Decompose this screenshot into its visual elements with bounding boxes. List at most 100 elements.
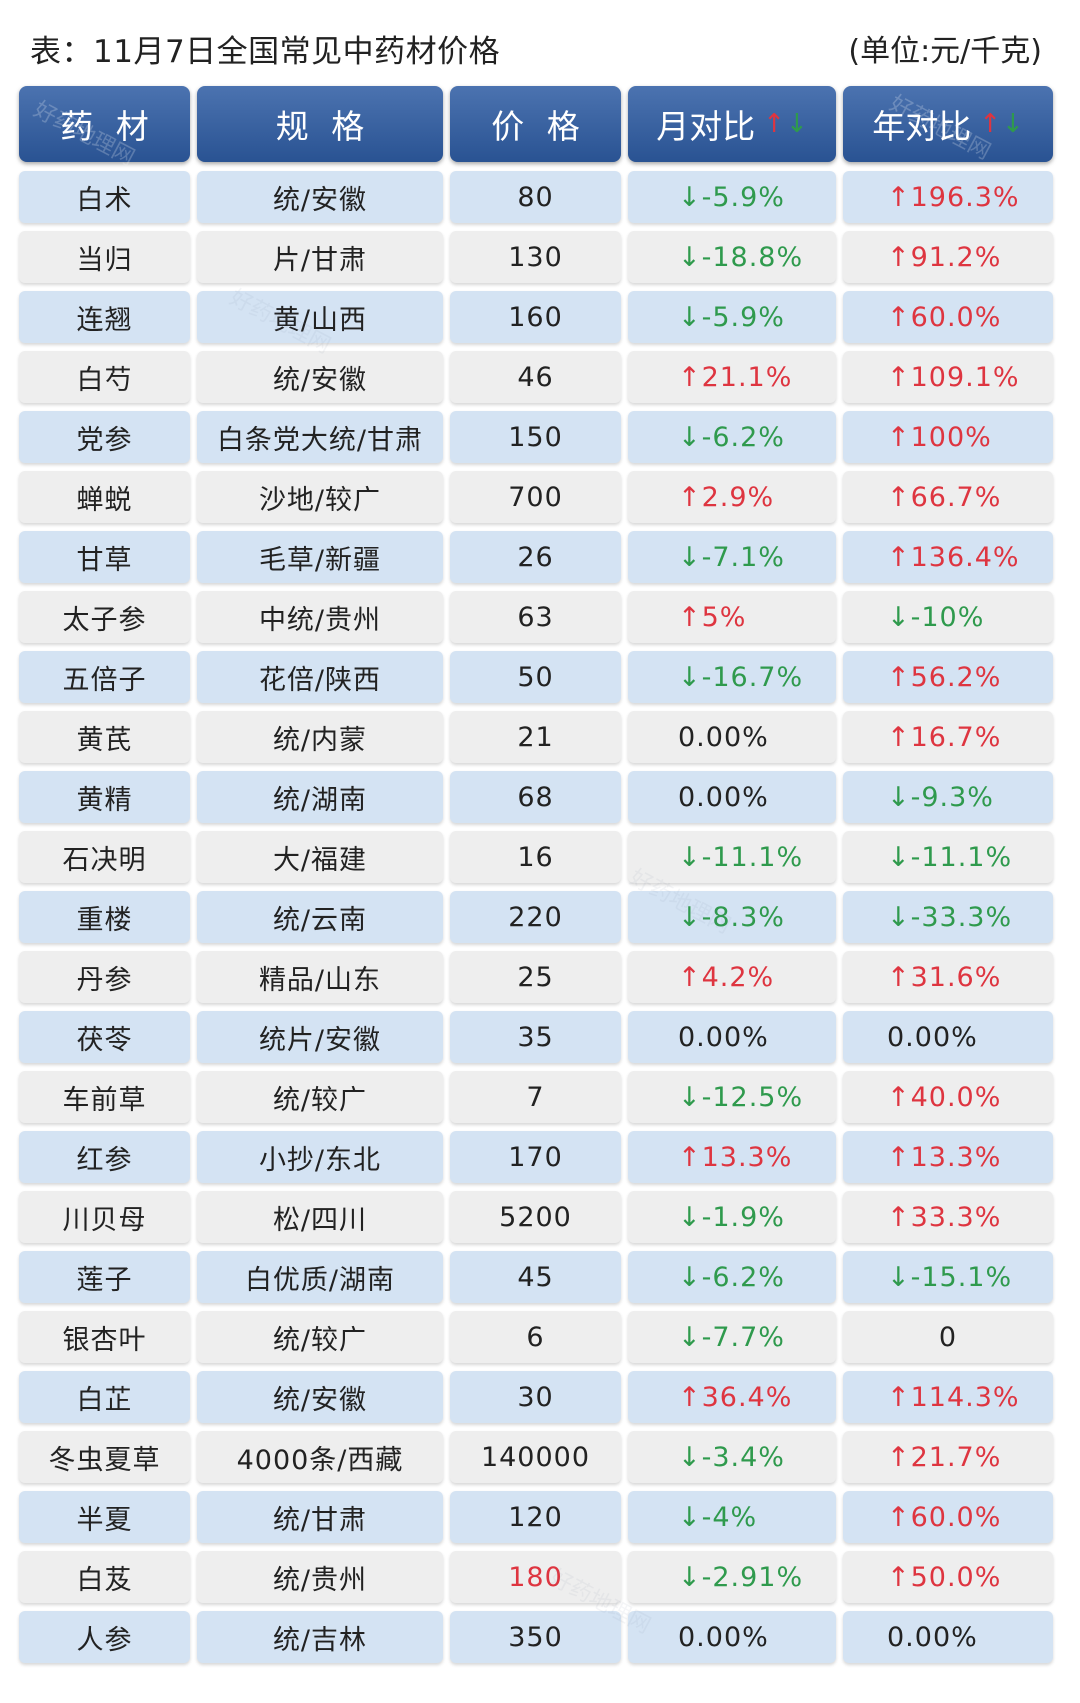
- cell-name: 川贝母: [19, 1191, 190, 1243]
- header-label: 药 材: [60, 107, 149, 146]
- cell-price: 16: [450, 831, 621, 883]
- cell-name: 红参: [19, 1131, 190, 1183]
- header-price: 价 格: [450, 86, 621, 162]
- cell-yoy: ↑16.7%: [843, 711, 1053, 763]
- price-table: 药 材 规 格 价 格 月对比 ↑ ↓ 年对比 ↑ ↓ 白术 统/安徽 80 ↓-5.…: [19, 86, 1053, 1671]
- table-row: 冬虫夏草 4000条/西藏 140000 ↓-3.4% ↑21.7%: [19, 1431, 1053, 1483]
- cell-spec: 精品/山东: [197, 951, 443, 1003]
- cell-spec: 统/安徽: [197, 1371, 443, 1423]
- cell-name: 半夏: [19, 1491, 190, 1543]
- cell-mom: ↓-7.7%: [628, 1311, 836, 1363]
- cell-price: 130: [450, 231, 621, 283]
- cell-spec: 白条党大统/甘肃: [197, 411, 443, 463]
- cell-yoy: ↑13.3%: [843, 1131, 1053, 1183]
- table-row: 人参 统/吉林 350 0.00% 0.00%: [19, 1611, 1053, 1663]
- cell-price: 45: [450, 1251, 621, 1303]
- table-row: 蝉蜕 沙地/较广 700 ↑2.9% ↑66.7%: [19, 471, 1053, 523]
- cell-price: 700: [450, 471, 621, 523]
- cell-yoy: ↑196.3%: [843, 171, 1053, 223]
- cell-spec: 黄/山西: [197, 291, 443, 343]
- cell-yoy: ↑109.1%: [843, 351, 1053, 403]
- table-row: 车前草 统/较广 7 ↓-12.5% ↑40.0%: [19, 1071, 1053, 1123]
- table-row: 红参 小抄/东北 170 ↑13.3% ↑13.3%: [19, 1131, 1053, 1183]
- cell-yoy: ↑50.0%: [843, 1551, 1053, 1603]
- cell-yoy: 0: [843, 1311, 1053, 1363]
- cell-mom: ↓-1.9%: [628, 1191, 836, 1243]
- table-row: 重楼 统/云南 220 ↓-8.3% ↓-33.3%: [19, 891, 1053, 943]
- cell-price: 5200: [450, 1191, 621, 1243]
- table-body: 白术 统/安徽 80 ↓-5.9% ↑196.3% 当归 片/甘肃 130 ↓-18.8% ↑91…: [19, 171, 1053, 1663]
- table-row: 丹参 精品/山东 25 ↑4.2% ↑31.6%: [19, 951, 1053, 1003]
- cell-mom: ↑21.1%: [628, 351, 836, 403]
- cell-price: 80: [450, 171, 621, 223]
- page-title: 表：11月7日全国常见中药材价格: [30, 34, 501, 70]
- cell-spec: 毛草/新疆: [197, 531, 443, 583]
- cell-yoy: 0.00%: [843, 1011, 1053, 1063]
- cell-name: 车前草: [19, 1071, 190, 1123]
- header-label: 规 格: [275, 107, 365, 146]
- cell-price: 26: [450, 531, 621, 583]
- cell-mom: ↓-11.1%: [628, 831, 836, 883]
- cell-price: 21: [450, 711, 621, 763]
- cell-yoy: ↑91.2%: [843, 231, 1053, 283]
- cell-name: 五倍子: [19, 651, 190, 703]
- table-row: 白芨 统/贵州 180 ↓-2.91% ↑50.0%: [19, 1551, 1053, 1603]
- cell-spec: 松/四川: [197, 1191, 443, 1243]
- cell-spec: 统/湖南: [197, 771, 443, 823]
- cell-mom: ↓-3.4%: [628, 1431, 836, 1483]
- cell-price: 7: [450, 1071, 621, 1123]
- cell-spec: 统/较广: [197, 1311, 443, 1363]
- cell-name: 白芷: [19, 1371, 190, 1423]
- header-spec: 规 格: [197, 86, 443, 162]
- cell-mom: ↓-2.91%: [628, 1551, 836, 1603]
- cell-mom: ↓-8.3%: [628, 891, 836, 943]
- cell-yoy: ↓-11.1%: [843, 831, 1053, 883]
- cell-mom: ↑2.9%: [628, 471, 836, 523]
- table-row: 太子参 中统/贵州 63 ↑5% ↓-10%: [19, 591, 1053, 643]
- up-arrow-icon: ↑: [763, 109, 785, 139]
- cell-mom: 0.00%: [628, 771, 836, 823]
- cell-name: 茯苓: [19, 1011, 190, 1063]
- cell-spec: 小抄/东北: [197, 1131, 443, 1183]
- cell-mom: ↓-12.5%: [628, 1071, 836, 1123]
- cell-price: 150: [450, 411, 621, 463]
- cell-spec: 统/安徽: [197, 171, 443, 223]
- cell-spec: 大/福建: [197, 831, 443, 883]
- cell-yoy: 0.00%: [843, 1611, 1053, 1663]
- cell-yoy: ↑60.0%: [843, 291, 1053, 343]
- cell-spec: 统/云南: [197, 891, 443, 943]
- cell-name: 冬虫夏草: [19, 1431, 190, 1483]
- table-row: 甘草 毛草/新疆 26 ↓-7.1% ↑136.4%: [19, 531, 1053, 583]
- cell-yoy: ↓-15.1%: [843, 1251, 1053, 1303]
- up-arrow-icon: ↑: [979, 109, 1001, 139]
- cell-mom: ↑13.3%: [628, 1131, 836, 1183]
- cell-name: 白芍: [19, 351, 190, 403]
- cell-name: 党参: [19, 411, 190, 463]
- cell-mom: 0.00%: [628, 1011, 836, 1063]
- table-row: 白芷 统/安徽 30 ↑36.4% ↑114.3%: [19, 1371, 1053, 1423]
- header-yoy: 年对比 ↑ ↓: [843, 86, 1053, 162]
- cell-price: 30: [450, 1371, 621, 1423]
- cell-yoy: ↑136.4%: [843, 531, 1053, 583]
- cell-price: 220: [450, 891, 621, 943]
- cell-price: 160: [450, 291, 621, 343]
- cell-yoy: ↑40.0%: [843, 1071, 1053, 1123]
- table-row: 五倍子 花倍/陕西 50 ↓-16.7% ↑56.2%: [19, 651, 1053, 703]
- cell-spec: 4000条/西藏: [197, 1431, 443, 1483]
- cell-price: 46: [450, 351, 621, 403]
- down-arrow-icon: ↓: [786, 109, 808, 139]
- cell-mom: ↓-4%: [628, 1491, 836, 1543]
- cell-mom: ↓-16.7%: [628, 651, 836, 703]
- unit-label: (单位:元/千克): [848, 34, 1042, 69]
- table-row: 黄芪 统/内蒙 21 0.00% ↑16.7%: [19, 711, 1053, 763]
- table-row: 白术 统/安徽 80 ↓-5.9% ↑196.3%: [19, 171, 1053, 223]
- cell-name: 黄精: [19, 771, 190, 823]
- table-row: 石决明 大/福建 16 ↓-11.1% ↓-11.1%: [19, 831, 1053, 883]
- cell-yoy: ↑60.0%: [843, 1491, 1053, 1543]
- cell-mom: 0.00%: [628, 711, 836, 763]
- cell-price: 68: [450, 771, 621, 823]
- table-row: 党参 白条党大统/甘肃 150 ↓-6.2% ↑100%: [19, 411, 1053, 463]
- cell-spec: 统/安徽: [197, 351, 443, 403]
- cell-mom: ↓-5.9%: [628, 291, 836, 343]
- table-header: 药 材 规 格 价 格 月对比 ↑ ↓ 年对比 ↑ ↓: [19, 86, 1053, 162]
